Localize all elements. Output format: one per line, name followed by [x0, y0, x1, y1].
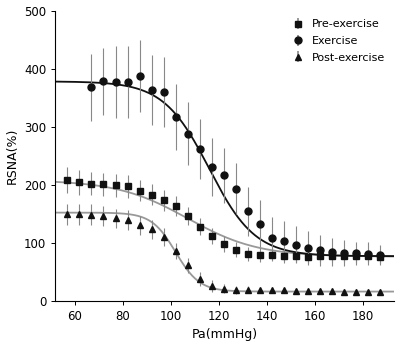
Y-axis label: RSNA(%): RSNA(%): [6, 127, 18, 184]
X-axis label: Pa(mmHg): Pa(mmHg): [192, 329, 258, 341]
Legend: Pre-exercise, Exercise, Post-exercise: Pre-exercise, Exercise, Post-exercise: [284, 16, 389, 66]
